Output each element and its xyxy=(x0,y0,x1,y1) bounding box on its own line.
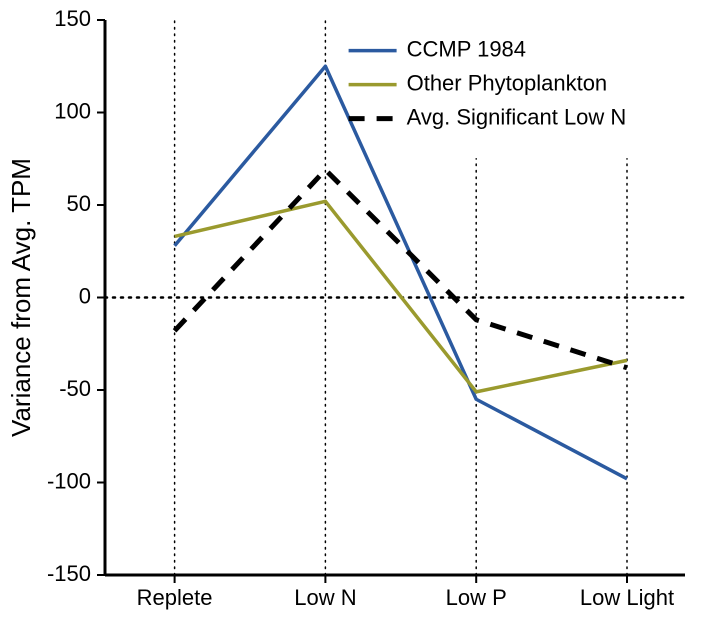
legend-label: CCMP 1984 xyxy=(407,36,526,61)
y-tick-label: 100 xyxy=(54,98,91,123)
x-tick-label: Low Light xyxy=(580,585,674,610)
x-tick-label: Low P xyxy=(446,585,507,610)
x-tick-label: Low N xyxy=(294,585,356,610)
y-tick-label: 50 xyxy=(67,191,91,216)
legend-label: Avg. Significant Low N xyxy=(407,104,627,129)
y-tick-label: 0 xyxy=(79,283,91,308)
line-chart: -150 -100 -50 0 50 100 150 Variance from Avg. T… xyxy=(0,0,709,637)
legend-label: Other Phytoplankton xyxy=(407,70,608,95)
x-tick-label: Replete xyxy=(137,585,213,610)
y-tick-label: -100 xyxy=(47,468,91,493)
y-tick-label: -50 xyxy=(59,376,91,401)
y-tick-label: 150 xyxy=(54,6,91,31)
y-tick-label: -150 xyxy=(47,561,91,586)
y-axis-label: Variance from Avg. TPM xyxy=(6,158,36,437)
chart-container: -150 -100 -50 0 50 100 150 Variance from Avg. T… xyxy=(0,0,709,637)
